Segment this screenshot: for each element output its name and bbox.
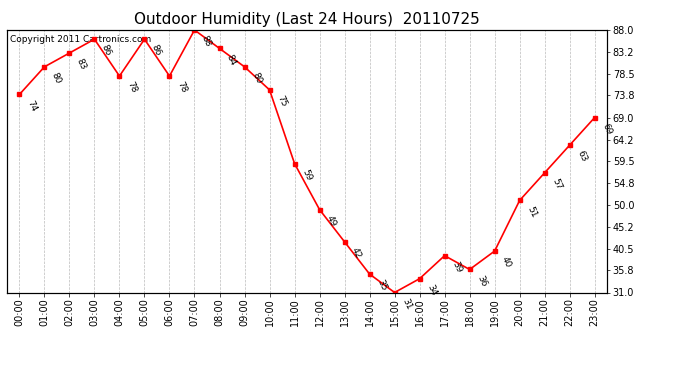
Text: 69: 69 — [600, 122, 613, 136]
Text: 83: 83 — [75, 57, 88, 71]
Text: 35: 35 — [375, 278, 388, 292]
Text: 31: 31 — [400, 297, 413, 311]
Text: 80: 80 — [50, 71, 63, 85]
Text: 63: 63 — [575, 149, 589, 164]
Text: 80: 80 — [250, 71, 263, 85]
Text: 75: 75 — [275, 94, 288, 108]
Text: Copyright 2011 Cartronics.com: Copyright 2011 Cartronics.com — [10, 35, 151, 44]
Text: 51: 51 — [525, 204, 538, 219]
Text: 39: 39 — [450, 260, 463, 274]
Text: 86: 86 — [100, 44, 113, 58]
Text: 34: 34 — [425, 283, 438, 297]
Text: 88: 88 — [200, 34, 213, 48]
Text: 78: 78 — [125, 80, 138, 94]
Text: 74: 74 — [25, 99, 38, 113]
Text: 59: 59 — [300, 168, 313, 182]
Text: 78: 78 — [175, 80, 188, 94]
Text: 86: 86 — [150, 44, 163, 58]
Text: 49: 49 — [325, 214, 338, 228]
Text: 57: 57 — [550, 177, 563, 191]
Title: Outdoor Humidity (Last 24 Hours)  20110725: Outdoor Humidity (Last 24 Hours) 2011072… — [134, 12, 480, 27]
Text: 40: 40 — [500, 255, 513, 269]
Text: 36: 36 — [475, 274, 489, 288]
Text: 84: 84 — [225, 53, 238, 67]
Text: 42: 42 — [350, 246, 363, 260]
